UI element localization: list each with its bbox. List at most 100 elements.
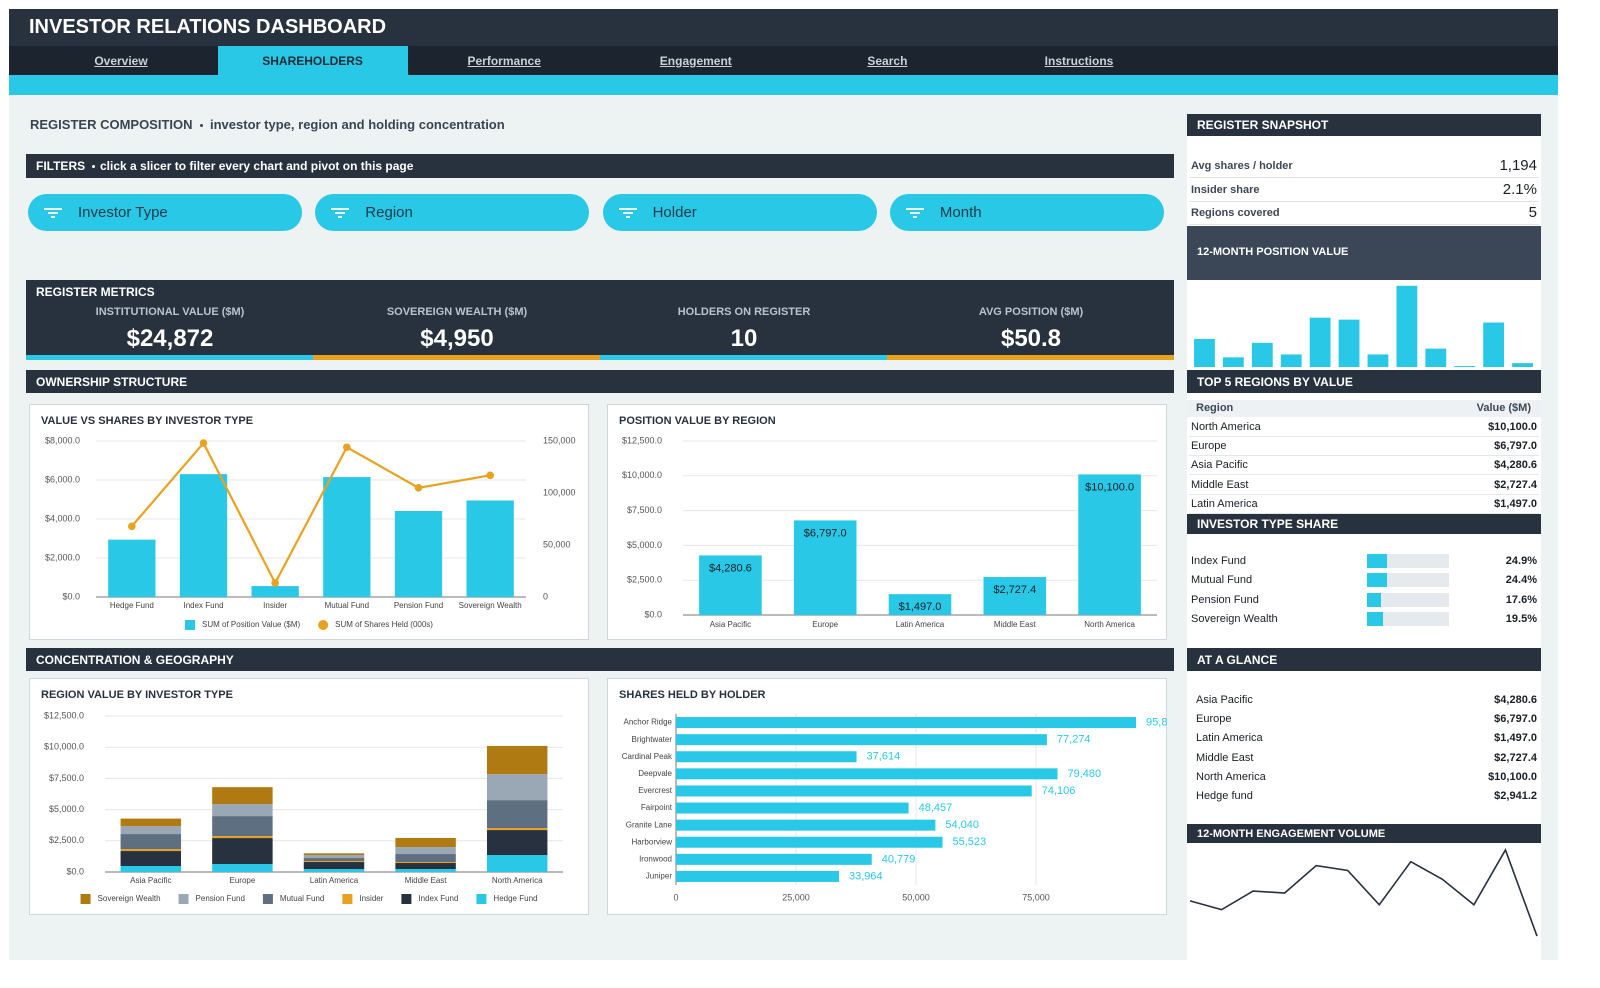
tab[interactable]: SHAREHOLDERS [262,54,363,68]
bar-segment [395,854,456,863]
region-name: Europe [1191,440,1227,453]
tab[interactable]: Instructions [1044,54,1114,68]
separator-dot [200,124,203,127]
data-label: $1,497.0 [899,601,942,613]
tab[interactable]: Search [867,54,908,68]
y-tick-label: Deepvale [638,769,672,778]
slicer[interactable]: Region [315,194,590,231]
y-tick-label: $10,000.0 [622,470,662,480]
snapshot-value: 1,194 [1499,157,1537,174]
bar-segment [395,847,456,855]
snapshot-value: 2.1% [1502,180,1537,198]
table-header [1187,400,1541,417]
region-value: $1,497.0 [1494,497,1537,510]
bar [888,594,952,615]
y2-tick-label: 0 [543,591,548,601]
bar-segment [120,826,182,835]
chart-title: SHARES HELD BY HOLDER [619,689,766,701]
tab[interactable]: Engagement [659,54,732,68]
y-tick-label: Granite Lane [626,820,673,829]
chart: POSITION VALUE BY REGION $0.0 $2,500.0 $5,0… [619,415,1157,629]
bar [179,474,228,597]
share-value: 17.6% [1505,593,1537,606]
bar-segment [120,849,182,852]
bar-segment [303,855,365,859]
glance-label: Europe [1196,713,1232,726]
region-value: $4,280.6 [1494,459,1537,472]
tab[interactable]: Performance [467,54,541,68]
separator-dot [92,165,95,168]
bar [676,819,936,831]
bar [1454,366,1476,367]
line-marker [271,579,279,587]
bar-segment [395,862,456,864]
kpi-value: $4,950 [420,325,494,352]
slicer-label: Investor Type [78,203,168,221]
sidebar-header [1187,370,1541,393]
kpi-accent [313,355,600,360]
glance-value: $6,797.0 [1494,713,1537,726]
section-title: TOP 5 REGIONS BY VALUE [1197,374,1353,389]
legend-marker [401,894,412,904]
bar [1483,322,1505,367]
section-bar [26,648,1174,671]
chart: REGION VALUE BY INVESTOR TYPE $0.0 $2,500.… [41,689,563,904]
page-heading: REGISTER COMPOSITION [30,117,193,132]
sparkline [1194,285,1533,367]
share-bar [1367,592,1382,607]
line-marker [128,522,136,531]
type-name: Sovereign Wealth [1191,612,1278,625]
bar [323,477,371,597]
glance-value: $4,280.6 [1494,694,1537,706]
data-line [130,441,491,586]
y2-tick-label: 150,000 [543,435,576,445]
slicer[interactable]: Investor Type [28,194,302,231]
share-bar [1367,554,1388,568]
slicer[interactable]: Holder [602,194,877,231]
y-tick-label: $5,000.0 [627,540,662,550]
legend-marker [178,894,189,904]
glance-label: North America [1196,770,1266,783]
bar [251,586,299,597]
x-tick-label: Middle East [994,620,1037,629]
bar [676,785,1032,797]
section-title: AT A GLANCE [1197,652,1278,667]
bar [1425,348,1447,367]
share-track [1367,554,1449,568]
row-divider [1189,200,1539,202]
y-tick-label: $12,500.0 [44,710,84,720]
share-value: 24.4% [1505,574,1537,587]
y-tick-label: Cardinal Peak [622,752,673,761]
active-tab [217,46,408,76]
bar [699,555,762,615]
data-label: 55,523 [953,836,987,848]
x-tick-label: Middle East [405,876,448,885]
chart-title: VALUE VS SHARES BY INVESTOR TYPE [41,415,253,427]
y-tick-label: Juniper [646,872,673,881]
y-tick-label: Brightwater [632,735,673,744]
glance-value: $2,941.2 [1494,790,1537,802]
x-tick-label: Insider [263,601,287,610]
y2-tick-label: 100,000 [543,487,576,497]
tab[interactable]: Overview [94,54,148,68]
bar [676,853,872,865]
slicer[interactable]: Month [889,194,1164,231]
region-value: $2,727.4 [1494,478,1537,491]
sidebar-header [1187,514,1541,534]
bar [1280,354,1302,367]
bar-segment [486,774,548,801]
data-label: 48,457 [919,802,953,814]
row-divider [1189,512,1539,514]
bar [983,577,1047,615]
bar [1309,317,1331,367]
bar-segment [395,869,456,872]
x-tick-label: 75,000 [1022,892,1050,902]
y-tick-label: Ironwood [639,854,672,863]
bar [1222,357,1244,367]
metrics-panel [26,280,1174,360]
y-tick-label: $0.0 [66,866,84,876]
snapshot-label: Regions covered [1191,207,1280,219]
kpi-label: AVG POSITION ($M) [978,306,1084,318]
bar [676,717,1137,729]
bar-segment [303,853,365,856]
